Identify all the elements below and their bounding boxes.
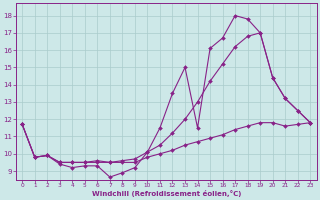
X-axis label: Windchill (Refroidissement éolien,°C): Windchill (Refroidissement éolien,°C) [92, 190, 241, 197]
